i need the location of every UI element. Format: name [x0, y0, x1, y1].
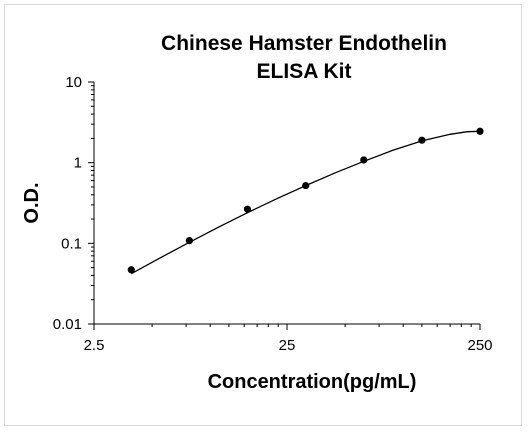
- y-axis-title: O.D.: [21, 182, 43, 223]
- y-tick-label: 0.01: [53, 316, 82, 333]
- y-tick-label: 1: [74, 155, 82, 172]
- data-point: [302, 181, 310, 190]
- plot-area: [127, 127, 484, 275]
- chart-frame: [4, 4, 522, 426]
- y-tick-label: 10: [65, 74, 82, 91]
- x-axis: [93, 323, 481, 330]
- chart-title-line-2: ELISA Kit: [257, 60, 352, 83]
- tick-labels: 0.01 0.1 1 10 2.5 25 250: [53, 74, 493, 354]
- x-tick-label: 2.5: [84, 337, 105, 354]
- x-tick-label: 25: [279, 337, 296, 354]
- data-point: [243, 205, 252, 213]
- data-point: [127, 266, 135, 274]
- data-point: [418, 136, 426, 144]
- data-point: [185, 237, 193, 245]
- data-point: [360, 156, 368, 164]
- x-tick-label: 250: [467, 337, 492, 354]
- fit-curve-line: [130, 130, 481, 275]
- data-point: [476, 127, 484, 135]
- y-axis: [88, 81, 95, 325]
- x-axis-title: Concentration(pg/mL): [208, 371, 417, 393]
- y-tick-label: 0.1: [61, 235, 82, 252]
- chart-title-line-1: Chinese Hamster Endothelin: [161, 32, 447, 55]
